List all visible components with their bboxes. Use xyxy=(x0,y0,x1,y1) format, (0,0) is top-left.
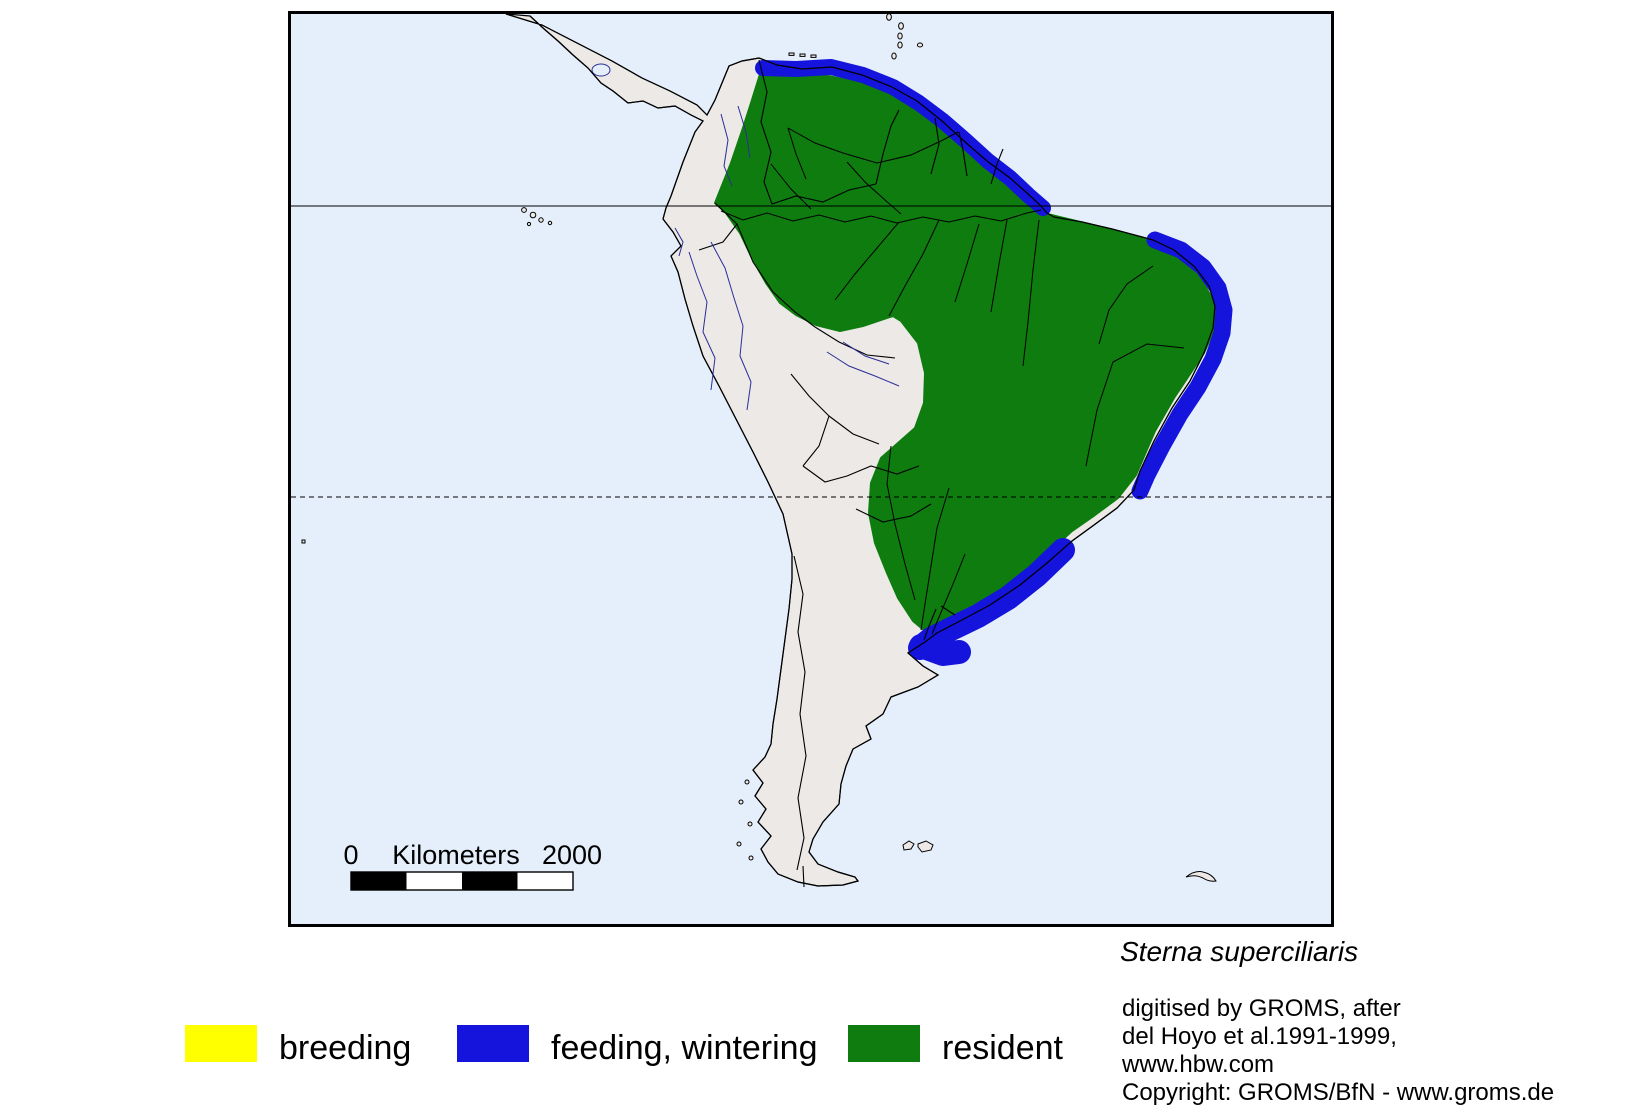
fjord-islet xyxy=(744,779,750,785)
legend-swatch-feeding-wintering xyxy=(457,1025,529,1062)
scale-bar-segment xyxy=(351,872,407,890)
credits-line: del Hoyo et al.1991-1999, xyxy=(1122,1023,1397,1050)
south-georgia-island xyxy=(1185,871,1217,882)
legend-item-resident: resident xyxy=(848,1025,1063,1068)
curacao-island xyxy=(810,54,817,58)
legend-label-breeding: breeding xyxy=(279,1029,412,1067)
falkland-islands xyxy=(917,840,934,853)
fjord-islet xyxy=(748,855,754,861)
scale-max-label: 2000 xyxy=(542,840,602,870)
legend-label-feeding-wintering: feeding, wintering xyxy=(551,1029,818,1067)
fjord-islet xyxy=(747,821,753,827)
species-title: Sterna superciliaris xyxy=(1120,936,1359,967)
band-northeast-coast xyxy=(1131,231,1233,500)
islands xyxy=(301,14,1217,882)
antilles-island xyxy=(898,22,904,30)
legend-swatch-breeding xyxy=(185,1025,257,1062)
scale-zero-label: 0 xyxy=(343,840,358,870)
galapagos-island xyxy=(521,207,527,213)
pacific-islet xyxy=(301,539,306,544)
antilles-island xyxy=(897,41,903,49)
antilles-island xyxy=(916,42,924,48)
legend-swatch-resident xyxy=(848,1025,920,1062)
band-south-coast-end xyxy=(909,634,971,666)
antilles-island xyxy=(897,32,903,40)
credits-line: www.hbw.com xyxy=(1122,1051,1275,1078)
antilles-island xyxy=(891,52,897,60)
legend-item-feeding-wintering: feeding, wintering xyxy=(457,1025,818,1068)
galapagos-island xyxy=(526,221,532,227)
falkland-islands xyxy=(902,840,915,851)
fjord-islet xyxy=(736,841,742,847)
legend-item-breeding: breeding xyxy=(185,1025,411,1068)
legend-label-resident: resident xyxy=(942,1029,1063,1067)
coastline xyxy=(505,14,1216,887)
antilles-island xyxy=(886,14,892,21)
galapagos-island xyxy=(538,217,544,223)
galapagos-island xyxy=(529,211,537,219)
scale-bar-segment xyxy=(462,872,518,890)
credits-line: Copyright: GROMS/BfN - www.groms.de xyxy=(1122,1079,1555,1106)
curacao-island xyxy=(788,52,795,56)
rivers-pacific-side xyxy=(674,105,900,411)
credits-line: digitised by GROMS, after xyxy=(1122,995,1401,1022)
scale-unit-label: Kilometers xyxy=(392,840,520,870)
distribution-map: 0 Kilometers 2000 xyxy=(291,14,1331,924)
legend: breeding feeding, wintering resident xyxy=(0,1025,1644,1085)
credits-block: digitised by GROMS, after del Hoyo et al… xyxy=(1122,995,1554,1107)
galapagos-island xyxy=(547,220,553,226)
lake-nicaragua xyxy=(591,63,611,77)
fjord-islet xyxy=(738,799,744,805)
map-frame: 0 Kilometers 2000 xyxy=(288,11,1334,927)
rivers-amazon-system xyxy=(720,127,1185,635)
scale-bar: 0 Kilometers 2000 xyxy=(343,840,602,891)
curacao-island xyxy=(799,53,806,57)
